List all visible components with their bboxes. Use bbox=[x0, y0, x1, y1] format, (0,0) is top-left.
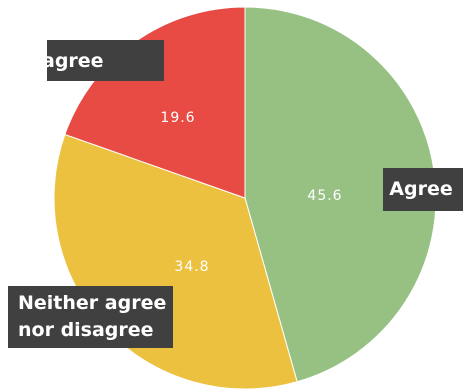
slice-value-labels: 45.6 34.8 19.6 bbox=[160, 110, 342, 275]
callout-box bbox=[383, 168, 463, 211]
slice-value-label: 34.8 bbox=[174, 259, 209, 275]
slice-callout: Agree bbox=[383, 168, 463, 211]
callout-box bbox=[47, 40, 164, 81]
slice-value-label: 45.6 bbox=[307, 188, 342, 204]
slice-category-label: Agree bbox=[389, 178, 452, 200]
slice-category-label: Neither agree bbox=[18, 292, 166, 314]
slice-callout: Neither agree nor disagree bbox=[8, 286, 173, 348]
slice-callouts: Agree Neither agree nor disagree Disagree bbox=[8, 40, 463, 348]
slice-category-label: nor disagree bbox=[18, 319, 154, 341]
slice-category-label: Disagree bbox=[8, 50, 103, 72]
slice-callout: Disagree bbox=[8, 40, 164, 81]
slice-value-label: 19.6 bbox=[160, 110, 195, 126]
callout-box bbox=[8, 286, 173, 348]
